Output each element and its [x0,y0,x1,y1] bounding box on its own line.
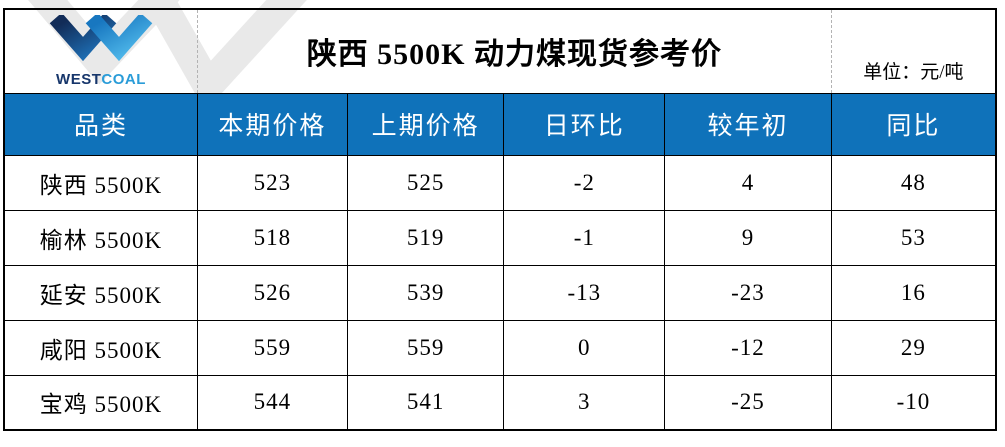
unit-label: 单位：元/吨 [830,9,996,94]
cell-daily-change: 0 [503,319,666,376]
cell-previous-price: 525 [346,154,505,211]
westcoal-logo-icon [49,12,153,62]
coal-price-table: WESTCOAL 陕西 5500K 动力煤现货参考价 单位：元/吨 品类 本期价格… [3,8,997,431]
cell-year-over-year: 16 [830,264,997,321]
table-row: 咸阳 5500K 559 559 0 -12 29 [3,319,997,376]
cell-year-over-year: -10 [830,374,997,431]
column-header: 品类 [3,92,198,156]
cell-current-price: 526 [196,264,348,321]
table-row: 宝鸡 5500K 544 541 3 -25 -10 [3,374,997,431]
cell-year-over-year: 29 [830,319,997,376]
column-header: 日环比 [503,92,666,156]
cell-previous-price: 519 [346,209,505,266]
cell-daily-change: 3 [503,374,666,431]
column-header: 上期价格 [346,92,505,156]
cell-vs-year-start: -23 [664,264,832,321]
table-row: 延安 5500K 526 539 -13 -23 16 [3,264,997,321]
cell-current-price: 518 [196,209,348,266]
cell-current-price: 559 [196,319,348,376]
cell-previous-price: 539 [346,264,505,321]
table-row: 陕西 5500K 523 525 -2 4 48 [3,154,997,211]
cell-year-over-year: 53 [830,209,997,266]
brand-west-text: WEST [56,71,102,89]
cell-vs-year-start: 4 [664,154,832,211]
page-title: 陕西 5500K 动力煤现货参考价 [306,38,723,72]
row-label-category: 榆林 5500K [3,209,198,266]
column-header: 较年初 [664,92,832,156]
row-label-category: 宝鸡 5500K [3,374,198,431]
cell-vs-year-start: -25 [664,374,832,431]
cell-current-price: 523 [196,154,348,211]
column-header: 本期价格 [196,92,348,156]
column-header: 同比 [830,92,997,156]
cell-vs-year-start: -12 [664,319,832,376]
brand-coal-text: COAL [101,71,146,89]
title-cell: 陕西 5500K 动力煤现货参考价 [197,9,832,94]
cell-year-over-year: 48 [830,154,997,211]
logo-cell: WESTCOAL [4,9,198,94]
cell-current-price: 544 [196,374,348,431]
row-label-category: 陕西 5500K [3,154,198,211]
cell-previous-price: 559 [346,319,505,376]
cell-vs-year-start: 9 [664,209,832,266]
table-row: 榆林 5500K 518 519 -1 9 53 [3,209,997,266]
cell-daily-change: -2 [503,154,666,211]
title-band: WESTCOAL 陕西 5500K 动力煤现货参考价 单位：元/吨 [4,9,996,94]
table-body: 陕西 5500K 523 525 -2 4 48 榆林 5500K 518 51… [3,154,997,431]
table-header-row: 品类 本期价格 上期价格 日环比 较年初 同比 [3,92,997,156]
row-label-category: 咸阳 5500K [3,319,198,376]
cell-previous-price: 541 [346,374,505,431]
brand-wordmark: WESTCOAL [6,72,196,87]
cell-daily-change: -1 [503,209,666,266]
row-label-category: 延安 5500K [3,264,198,321]
cell-daily-change: -13 [503,264,666,321]
